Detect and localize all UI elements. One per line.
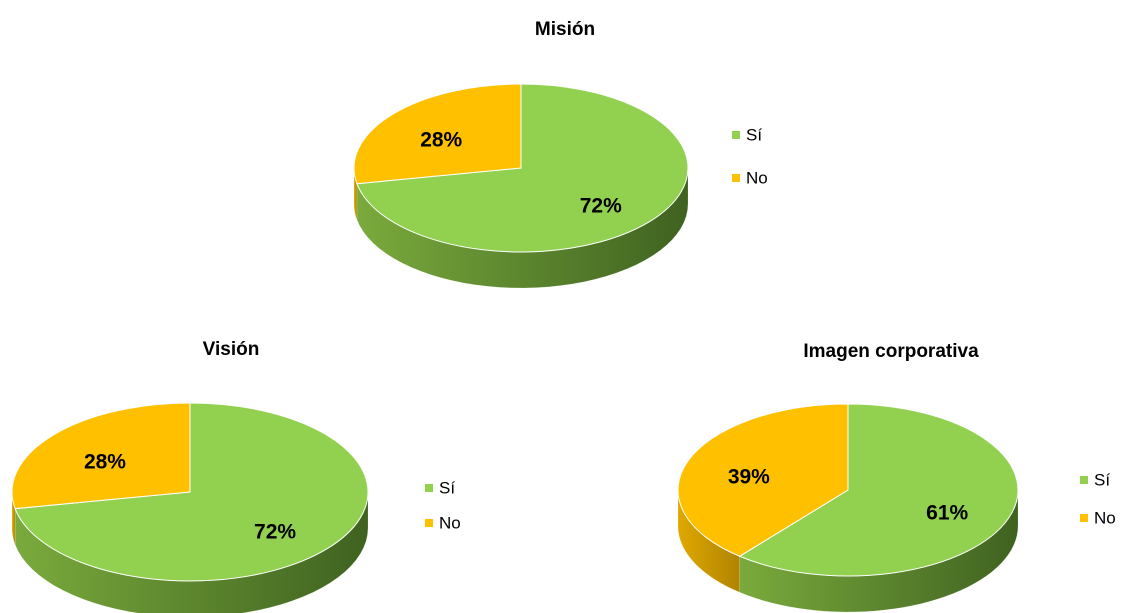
slice bbox=[356, 83, 689, 253]
legend-swatch bbox=[732, 131, 740, 139]
slice bbox=[677, 403, 849, 557]
slice bbox=[353, 83, 522, 185]
slice bbox=[11, 402, 191, 510]
legend-label: Sí bbox=[1094, 470, 1110, 489]
legend-swatch bbox=[732, 174, 740, 182]
chart-title: Visión bbox=[203, 339, 260, 360]
legend-swatch bbox=[425, 484, 433, 492]
legend-swatch bbox=[1080, 514, 1088, 522]
legend-swatch bbox=[425, 519, 433, 527]
legend-label: No bbox=[1094, 508, 1116, 527]
chart-title: Misión bbox=[535, 19, 595, 40]
chart-title: Imagen corporativa bbox=[803, 341, 979, 362]
data-label: 39% bbox=[728, 465, 770, 488]
slice bbox=[14, 402, 369, 582]
data-label: 28% bbox=[420, 128, 462, 151]
data-label: 72% bbox=[254, 521, 296, 544]
legend-swatch bbox=[1080, 476, 1088, 484]
data-label: 28% bbox=[84, 450, 126, 473]
legend-label: No bbox=[439, 513, 461, 532]
slice bbox=[738, 403, 1019, 577]
data-label: 61% bbox=[926, 502, 968, 525]
legend-label: No bbox=[746, 168, 768, 187]
legend-label: Sí bbox=[439, 478, 455, 497]
legend-label: Sí bbox=[746, 125, 762, 144]
data-label: 72% bbox=[580, 195, 622, 218]
